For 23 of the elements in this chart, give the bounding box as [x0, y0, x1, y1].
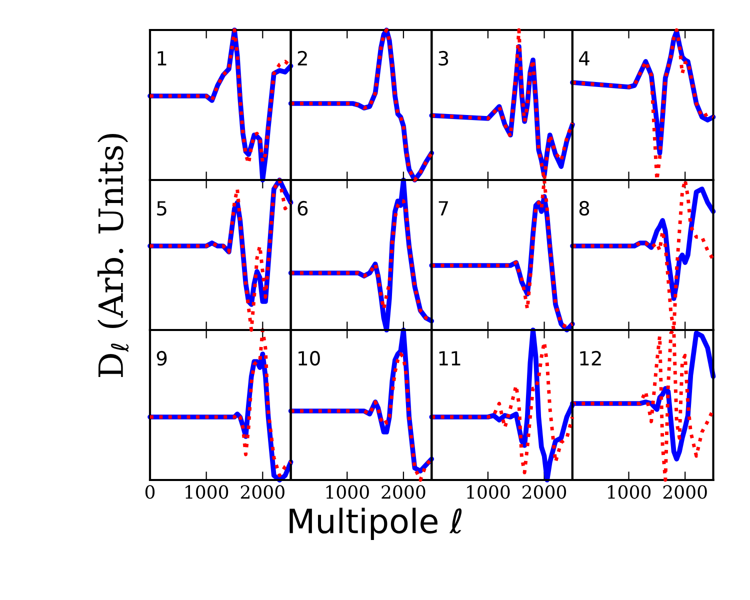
text: 12 [580, 350, 601, 366]
x-tick-label: 1000 [326, 485, 369, 499]
x-tick-label: 2000 [663, 485, 707, 499]
text: 5 [157, 201, 166, 216]
x-tick-label: 1000 [467, 485, 510, 499]
x-tick-label: 1000 [186, 485, 228, 499]
y-axis-title: D$_{ℓ}$ (Arb. Units) [97, 134, 129, 377]
text: 6 [298, 200, 308, 216]
x-tick-label: 2000 [522, 485, 566, 499]
text: 4 [579, 51, 590, 66]
text: 7 [438, 201, 448, 216]
x-tick-label: 1000 [608, 485, 651, 499]
text: 2 [298, 50, 307, 66]
text: 3 [438, 50, 448, 66]
x-tick-label: 2000 [382, 485, 426, 499]
text: 9 [156, 350, 167, 366]
text: 11 [439, 351, 460, 366]
text: 10 [298, 350, 320, 366]
x-axis-title: Multipole ℓ [290, 508, 462, 540]
text: 8 [579, 200, 590, 216]
text: 1 [158, 51, 166, 66]
x-tick-label: 0 [145, 485, 155, 499]
x-tick-label: 2000 [240, 485, 284, 499]
